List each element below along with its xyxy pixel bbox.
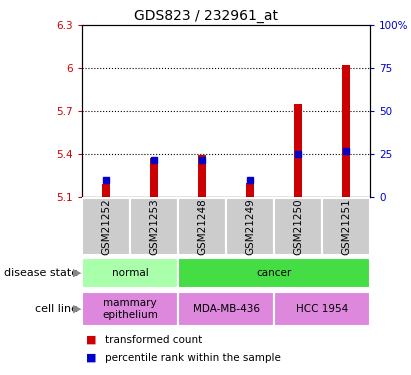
Text: HCC 1954: HCC 1954 <box>296 304 348 314</box>
Text: GSM21253: GSM21253 <box>149 198 159 255</box>
Text: ▶: ▶ <box>73 304 81 314</box>
Text: ■: ■ <box>86 335 97 345</box>
Bar <box>178 258 370 288</box>
Text: GDS823 / 232961_at: GDS823 / 232961_at <box>134 9 277 23</box>
Bar <box>274 198 322 255</box>
Text: disease state: disease state <box>4 268 78 278</box>
Text: GSM21251: GSM21251 <box>341 198 351 255</box>
Text: percentile rank within the sample: percentile rank within the sample <box>105 353 280 363</box>
Bar <box>130 198 178 255</box>
Text: MDA-MB-436: MDA-MB-436 <box>192 304 259 314</box>
Bar <box>102 184 110 197</box>
Text: GSM21252: GSM21252 <box>101 198 111 255</box>
Bar <box>226 198 274 255</box>
Bar <box>82 292 178 326</box>
Bar <box>342 65 350 197</box>
Text: GSM21250: GSM21250 <box>293 198 303 255</box>
Text: cell line: cell line <box>35 304 78 314</box>
Text: normal: normal <box>112 268 148 278</box>
Bar <box>178 292 274 326</box>
Text: ■: ■ <box>86 353 97 363</box>
Text: ▶: ▶ <box>73 268 81 278</box>
Bar <box>178 198 226 255</box>
Text: GSM21249: GSM21249 <box>245 198 255 255</box>
Bar <box>274 292 370 326</box>
Bar <box>82 258 178 288</box>
Bar <box>150 158 158 197</box>
Text: mammary
epithelium: mammary epithelium <box>102 298 158 320</box>
Text: cancer: cancer <box>256 268 292 278</box>
Bar <box>198 155 206 197</box>
Text: transformed count: transformed count <box>105 335 202 345</box>
Bar <box>246 183 254 197</box>
Bar <box>322 198 370 255</box>
Bar <box>294 104 302 197</box>
Bar <box>82 198 130 255</box>
Text: GSM21248: GSM21248 <box>197 198 207 255</box>
